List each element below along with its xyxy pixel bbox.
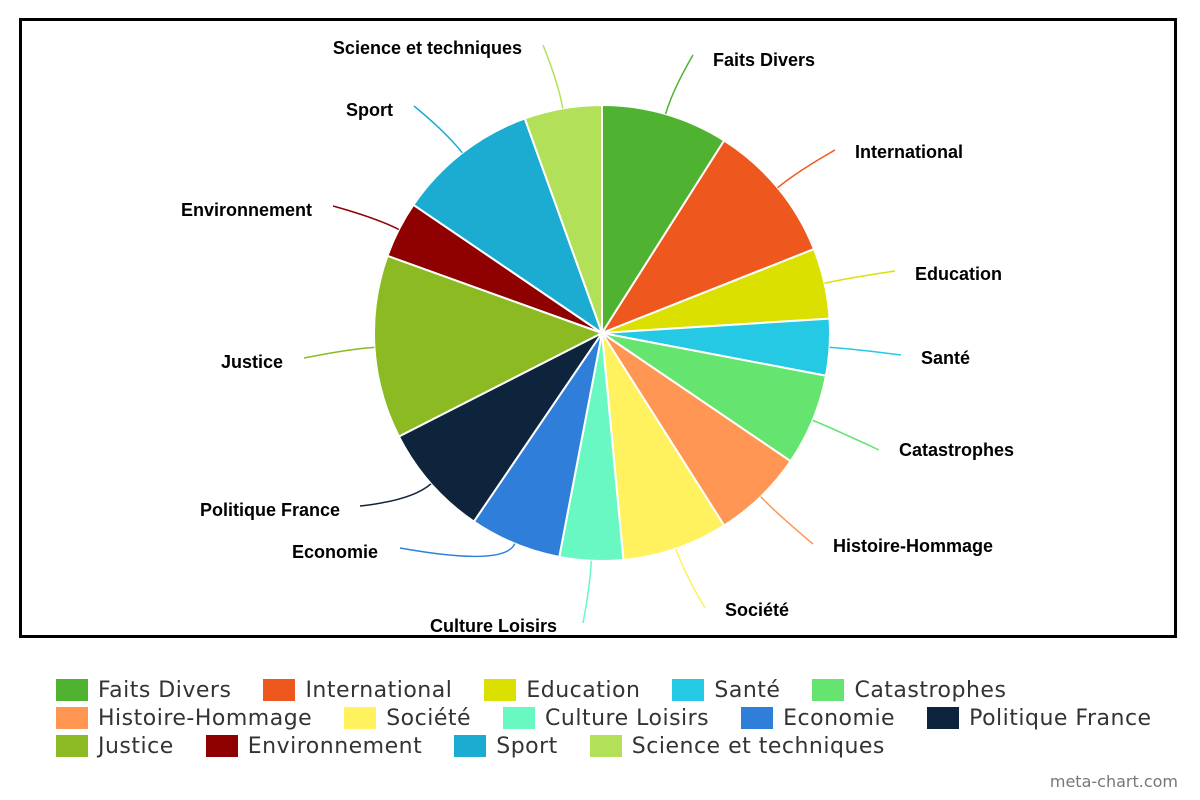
- legend-item-5[interactable]: Histoire-Hommage: [56, 706, 312, 731]
- leader-line-9: [359, 483, 432, 507]
- pie-slice-12: [412, 117, 604, 336]
- leader-line-12: [413, 105, 463, 154]
- leader-line-2: [824, 270, 896, 284]
- legend-swatch: [205, 735, 238, 757]
- legend-label: Culture Loisirs: [545, 705, 710, 731]
- legend-swatch: [741, 707, 774, 729]
- legend-item-1[interactable]: International: [263, 678, 452, 703]
- legend-swatch: [927, 707, 960, 729]
- legend-label: Economie: [783, 705, 896, 731]
- slice-label-9: Politique France: [200, 500, 340, 520]
- chart-frame: Faits Divers International Education Santé C…: [19, 18, 1177, 638]
- slice-label-2: Education: [915, 264, 1002, 284]
- legend-swatch: [812, 679, 845, 701]
- legend-swatch: [344, 707, 377, 729]
- leader-line-0: [664, 54, 694, 115]
- legend-swatch: [454, 735, 487, 757]
- leader-line-11: [332, 205, 400, 231]
- leader-line-10: [303, 346, 375, 359]
- pie-slice-13: [523, 103, 603, 334]
- legend-item-7[interactable]: Culture Loisirs: [503, 706, 709, 731]
- slice-label-0: Faits Divers: [713, 50, 815, 70]
- legend-swatch: [484, 679, 517, 701]
- legend-item-6[interactable]: Société: [344, 706, 471, 731]
- watermark: meta-chart.com: [1049, 772, 1178, 791]
- slice-label-4: Catastrophes: [899, 440, 1014, 460]
- slice-label-13: Science et techniques: [333, 38, 522, 58]
- slice-label-10: Justice: [221, 352, 283, 372]
- pie-slice-0: [601, 103, 726, 337]
- legend-row: Faits Divers International Education Santé C…: [56, 676, 1176, 704]
- leader-line-4: [812, 419, 880, 451]
- leader-line-13: [542, 44, 564, 109]
- leader-line-8: [399, 543, 516, 558]
- legend-label: Histoire-Hommage: [98, 705, 313, 731]
- slice-label-8: Economie: [292, 542, 378, 562]
- leader-line-1: [777, 149, 836, 189]
- legend-label: Justice: [98, 733, 174, 759]
- legend: Faits Divers International Education Santé C…: [56, 676, 1176, 760]
- legend-swatch: [263, 679, 296, 701]
- pie-chart: Faits Divers International Education Santé C…: [181, 38, 1014, 635]
- legend-label: Catastrophes: [854, 677, 1007, 703]
- legend-item-11[interactable]: Environnement: [205, 733, 423, 759]
- legend-swatch: [503, 707, 536, 729]
- legend-label: Science et techniques: [631, 733, 885, 759]
- pie-slice-6: [601, 332, 726, 562]
- slice-label-3: Santé: [921, 348, 970, 368]
- legend-label: Faits Divers: [98, 677, 232, 703]
- slice-label-5: Histoire-Hommage: [833, 536, 993, 556]
- slice-label-12: Sport: [346, 100, 393, 120]
- legend-swatch: [56, 735, 88, 757]
- legend-row: Histoire-Hommage Société Culture Loisirs Ec…: [56, 704, 1176, 732]
- leader-line-7: [582, 560, 593, 624]
- legend-label: Santé: [714, 677, 781, 703]
- leader-line-6: [675, 548, 706, 609]
- legend-item-13[interactable]: Science et techniques: [589, 733, 885, 759]
- legend-label: Sport: [496, 733, 558, 759]
- pie-slice-10: [373, 254, 605, 438]
- slice-label-11: Environnement: [181, 200, 312, 220]
- legend-item-0[interactable]: Faits Divers: [56, 678, 231, 703]
- leader-line-3: [829, 346, 902, 356]
- legend-label: Education: [526, 677, 641, 703]
- slice-label-7: Culture Loisirs: [430, 616, 557, 635]
- legend-item-9[interactable]: Politique France: [927, 706, 1152, 731]
- leader-line-5: [760, 496, 814, 545]
- legend-item-10[interactable]: Justice: [56, 734, 174, 759]
- legend-swatch: [589, 735, 622, 757]
- slice-label-6: Société: [725, 600, 789, 620]
- legend-swatch: [56, 707, 88, 729]
- legend-item-4[interactable]: Catastrophes: [812, 678, 1006, 703]
- slice-label-1: International: [855, 142, 963, 162]
- legend-item-8[interactable]: Economie: [741, 706, 895, 731]
- legend-swatch: [56, 679, 88, 701]
- legend-swatch: [672, 679, 705, 701]
- pie-slice-9: [397, 332, 603, 523]
- legend-label: Environnement: [247, 733, 423, 759]
- legend-item-2[interactable]: Education: [484, 678, 640, 703]
- legend-item-3[interactable]: Santé: [672, 678, 780, 703]
- legend-label: Politique France: [969, 705, 1152, 731]
- legend-label: International: [305, 677, 453, 703]
- legend-row: Justice Environnement Sport Science et tech…: [56, 732, 1176, 760]
- legend-item-12[interactable]: Sport: [454, 734, 558, 759]
- legend-label: Société: [386, 705, 472, 731]
